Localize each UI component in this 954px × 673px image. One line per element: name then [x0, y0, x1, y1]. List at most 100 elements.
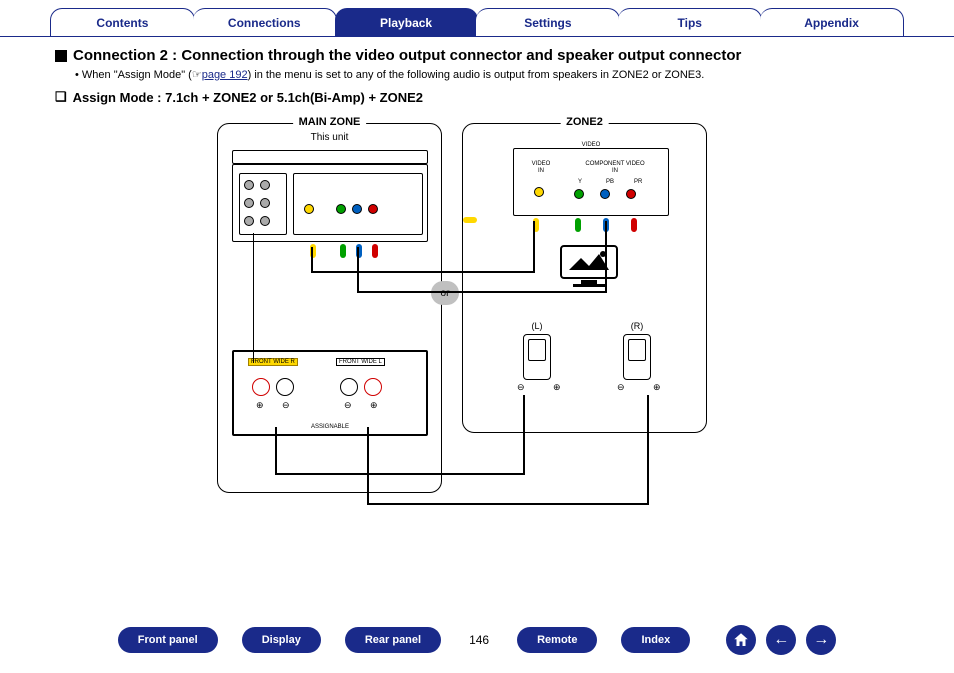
wire-yellow-h	[311, 271, 535, 273]
speaker-term-l-plus	[364, 378, 382, 396]
spk-l-minus: ⊖	[517, 382, 525, 393]
pb-label: PB	[606, 179, 614, 185]
connection-diagram: MAIN ZONE This unit	[217, 113, 737, 523]
component-pb-out	[352, 204, 362, 214]
next-button[interactable]: →	[806, 625, 836, 655]
top-tabs: Contents Connections Playback Settings T…	[0, 0, 954, 37]
page-title: Connection 2 : Connection through the vi…	[55, 47, 899, 64]
wire-comp-v1	[357, 247, 359, 291]
component-in-group: COMPONENT VIDEOIN Y PB PR	[568, 159, 662, 207]
component-in-label: COMPONENT VIDEOIN	[568, 161, 662, 174]
jack-gray-1	[244, 180, 254, 190]
receiver-rear-panel	[232, 164, 428, 242]
tv-icon	[559, 244, 619, 288]
tv-input-panel: VIDEO VIDEOIN COMPONENT VIDEOIN Y PB PR	[513, 148, 669, 216]
speaker-terminal-block: FRONT WIDE R FRONT WIDE L ASSIGNABLE ⊕ ⊖…	[232, 350, 428, 436]
heading-square-icon	[55, 50, 67, 62]
component-y-out	[336, 204, 346, 214]
term-minus-1: ⊖	[282, 400, 290, 411]
term-plus-2: ⊕	[370, 400, 378, 411]
assign-mode-heading: ❏ Assign Mode : 7.1ch + ZONE2 or 5.1ch(B…	[55, 89, 899, 105]
or-badge: or	[431, 281, 459, 305]
wire-comp-h	[357, 291, 607, 293]
wire-spk-l-v2	[647, 395, 649, 505]
assign-mode-text: Assign Mode : 7.1ch + ZONE2 or 5.1ch(Bi-…	[73, 90, 423, 105]
this-unit-label: This unit	[311, 132, 349, 143]
tv-pr-in	[626, 189, 636, 199]
jack-gray-6	[260, 216, 270, 226]
pr-label: PR	[634, 179, 642, 185]
main-zone-panel: MAIN ZONE This unit	[217, 123, 442, 493]
speaker-left: (L)	[523, 334, 551, 380]
jack-gray-4	[260, 198, 270, 208]
video-in-label: VIDEOIN	[522, 161, 560, 174]
tab-settings[interactable]: Settings	[476, 8, 620, 36]
bullet-note: • When "Assign Mode" (☞page 192) in the …	[75, 68, 899, 81]
zone2-out-group	[293, 173, 423, 235]
speaker-term-r-plus	[252, 378, 270, 396]
component-pr-out	[368, 204, 378, 214]
jack-gray-5	[244, 216, 254, 226]
video-title: VIDEO	[579, 142, 604, 148]
bottom-nav: Front panel Display Rear panel 146 Remot…	[0, 625, 954, 655]
plug-red-main	[372, 244, 378, 258]
speaker-term-r-minus	[276, 378, 294, 396]
wire-overview	[253, 233, 254, 363]
remote-button[interactable]: Remote	[517, 627, 597, 653]
assignable-label: ASSIGNABLE	[311, 424, 349, 430]
plug-red-tv	[631, 218, 637, 232]
zone2-label: ZONE2	[560, 116, 609, 128]
tv-video-in-jack	[534, 187, 544, 197]
zone2-panel: ZONE2 VIDEO VIDEOIN COMPONENT VIDEOIN Y …	[462, 123, 707, 433]
wire-spk-r-h	[275, 473, 525, 475]
page-content: Connection 2 : Connection through the vi…	[0, 37, 954, 523]
heading-text: Connection 2 : Connection through the vi…	[73, 47, 741, 64]
front-wide-l-label: FRONT WIDE L	[336, 358, 385, 366]
rear-panel-button[interactable]: Rear panel	[345, 627, 441, 653]
display-button[interactable]: Display	[242, 627, 321, 653]
term-plus-1: ⊕	[256, 400, 264, 411]
plug-green-main	[340, 244, 346, 258]
av-jack-group	[239, 173, 287, 235]
main-zone-label: MAIN ZONE	[293, 116, 367, 128]
tab-appendix[interactable]: Appendix	[760, 8, 904, 36]
home-icon	[732, 631, 750, 649]
wire-yellow-v2	[533, 221, 535, 273]
jack-gray-2	[260, 180, 270, 190]
tab-tips[interactable]: Tips	[618, 8, 762, 36]
receiver-top	[232, 150, 428, 164]
plug-green-tv	[575, 218, 581, 232]
spk-r-minus: ⊖	[617, 382, 625, 393]
speaker-right: (R)	[623, 334, 651, 380]
tab-contents[interactable]: Contents	[50, 8, 195, 36]
tv-pb-in	[600, 189, 610, 199]
video-in-group: VIDEOIN	[522, 159, 560, 207]
wire-yellow-v1	[311, 247, 313, 271]
tv-y-in	[574, 189, 584, 199]
page-ref-icon: ☞	[192, 69, 202, 81]
wire-comp-v2	[605, 221, 607, 293]
page-number: 146	[465, 633, 493, 647]
bullet-prefix: • When "Assign Mode" (	[75, 69, 192, 81]
speaker-term-l-minus	[340, 378, 358, 396]
speaker-left-label: (L)	[532, 321, 543, 331]
index-button[interactable]: Index	[621, 627, 690, 653]
jack-gray-3	[244, 198, 254, 208]
page-link[interactable]: page 192	[202, 69, 248, 81]
tab-connections[interactable]: Connections	[193, 8, 337, 36]
nav-buttons: ← →	[726, 625, 836, 655]
speaker-right-label: (R)	[631, 321, 644, 331]
front-wide-r-label: FRONT WIDE R	[248, 358, 298, 366]
front-panel-button[interactable]: Front panel	[118, 627, 218, 653]
wire-spk-l-h	[367, 503, 649, 505]
wire-spk-l-v1	[367, 427, 369, 503]
home-button[interactable]	[726, 625, 756, 655]
spk-r-plus: ⊕	[653, 382, 661, 393]
plug-yellow-mid	[463, 217, 477, 223]
assign-bullet-icon: ❏	[55, 89, 67, 105]
y-label: Y	[578, 179, 582, 185]
tab-playback[interactable]: Playback	[335, 8, 479, 36]
prev-button[interactable]: ←	[766, 625, 796, 655]
bullet-suffix: ) in the menu is set to any of the follo…	[248, 69, 705, 81]
spk-l-plus: ⊕	[553, 382, 561, 393]
